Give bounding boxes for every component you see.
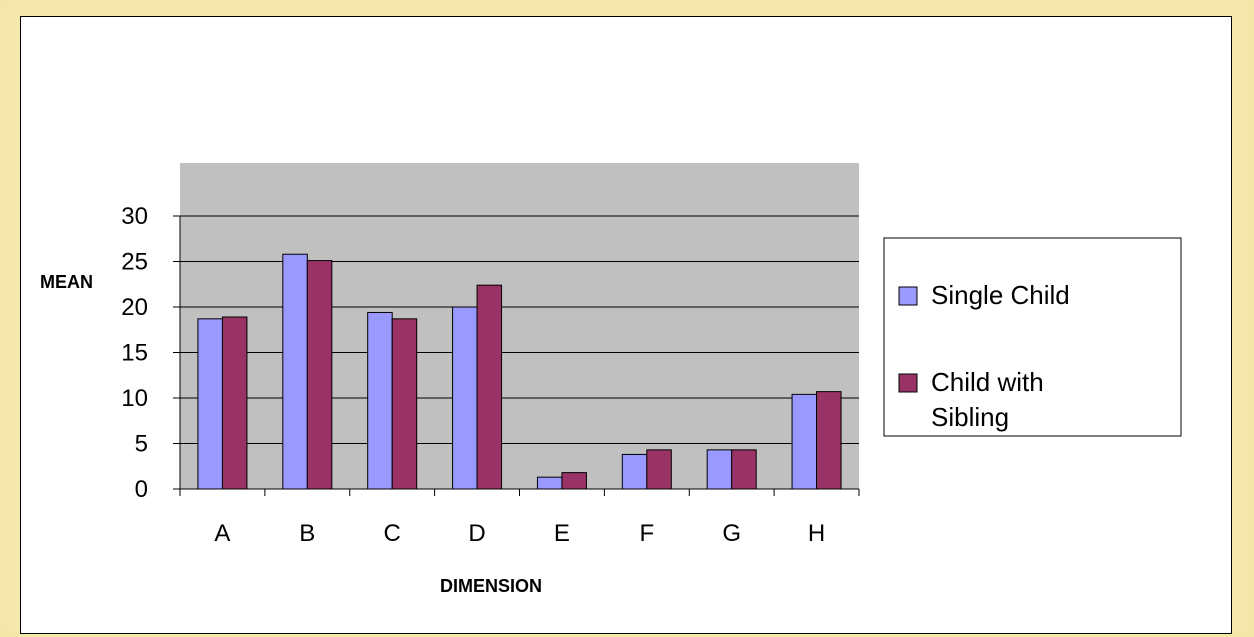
y-tick-label: 25 [121, 249, 148, 276]
bar-single-child-d [452, 306, 478, 490]
bars [197, 253, 842, 490]
legend-label: Single Child [931, 280, 1070, 310]
y-axis-title: MEAN [40, 272, 93, 292]
bar-child-with-sibling-d [476, 284, 503, 490]
legend-swatch [898, 286, 918, 306]
x-tick-label: A [214, 520, 230, 547]
y-tick-label: 0 [135, 476, 148, 503]
plot-area [180, 163, 859, 489]
x-axis-title: DIMENSION [440, 576, 542, 596]
bar-single-child-e [536, 476, 563, 490]
tick-labels: 0 5 10 15 20 25 30 A B C D E F G H [121, 203, 825, 547]
bar-child-with-sibling-c [391, 318, 418, 490]
x-tick-label: E [554, 520, 570, 547]
plot-background [180, 163, 859, 489]
legend-label: Sibling [931, 402, 1009, 432]
axes [173, 215, 860, 496]
x-tick-label: G [722, 520, 741, 547]
bar-single-child-a [197, 318, 223, 490]
y-tick-label: 30 [121, 203, 148, 230]
y-tick-label: 10 [121, 385, 148, 412]
legend: Single Child Child with Sibling [883, 237, 1182, 437]
y-tick-label: 20 [121, 294, 148, 321]
legend-label: Child with [931, 367, 1044, 397]
bar-child-with-sibling-h [816, 391, 842, 490]
bar-single-child-g [706, 449, 733, 490]
x-tick-label: C [384, 520, 401, 547]
bar-child-with-sibling-g [731, 449, 757, 490]
y-tick-label: 5 [135, 431, 148, 458]
legend-box [883, 237, 1182, 437]
bar-child-with-sibling-a [221, 316, 248, 490]
bar-single-child-h [791, 393, 818, 490]
legend-swatch [898, 373, 918, 393]
y-tick-label: 15 [121, 340, 148, 367]
x-tick-label: B [299, 520, 315, 547]
bar-child-with-sibling-b [306, 260, 333, 490]
x-tick-label: D [468, 520, 485, 547]
bar-child-with-sibling-e [561, 472, 587, 490]
bar-child-with-sibling-f [646, 449, 672, 490]
bar-single-child-b [282, 253, 308, 490]
bar-single-child-c [367, 311, 393, 490]
bar-single-child-f [621, 453, 648, 490]
x-tick-label: F [639, 520, 654, 547]
x-tick-label: H [808, 520, 825, 547]
